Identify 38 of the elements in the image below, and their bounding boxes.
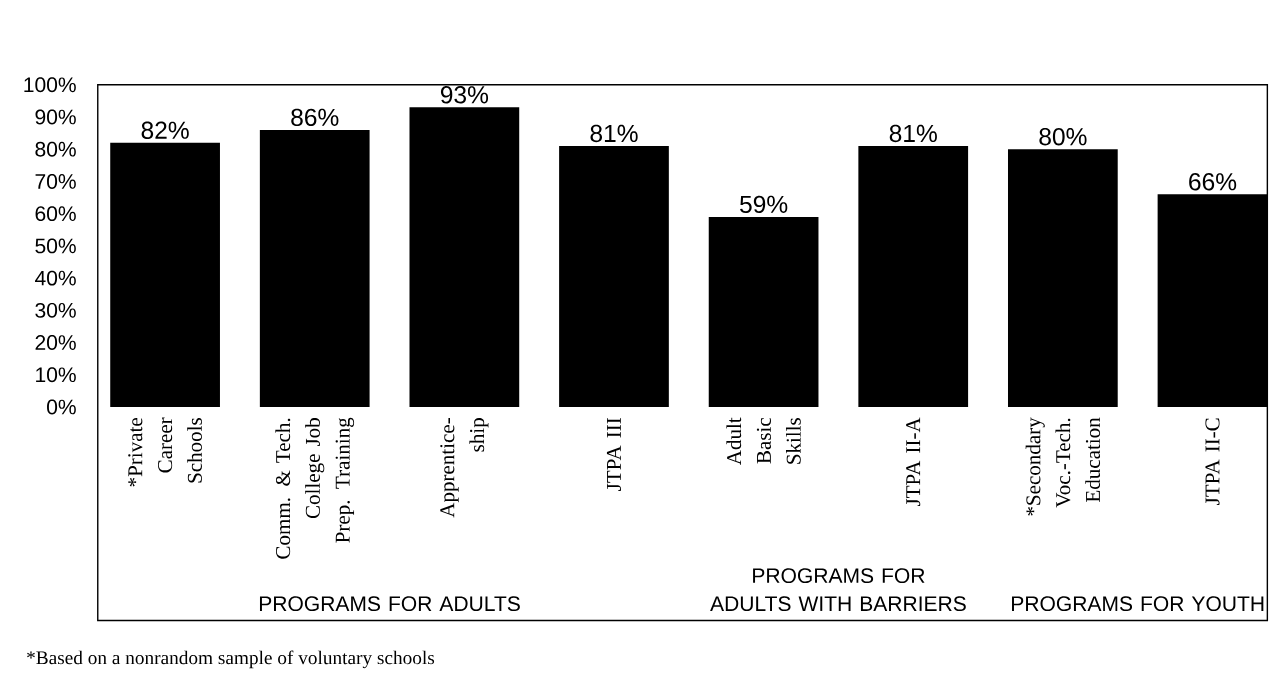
bar — [708, 216, 819, 407]
y-tick-label: 90% — [35, 109, 76, 125]
x-tick-label: Adult Basic Skills — [726, 417, 801, 465]
y-tick-label: 50% — [35, 238, 76, 254]
y-tick-label: 10% — [36, 367, 76, 383]
data-label: 93% — [440, 85, 489, 104]
text: PROGRAMS FOR ADULTS WITH BARRIERS — [710, 568, 966, 611]
x-tick-label: *Private Career Schools — [128, 417, 202, 487]
y-tick-label: 20% — [35, 334, 76, 350]
y-tick-label: 70% — [35, 173, 76, 189]
data-label: 66% — [1189, 172, 1237, 191]
data-label: 86% — [291, 108, 339, 126]
bar — [409, 107, 520, 407]
x-tick-label: *Secondary Voc.-Tech. Education — [1025, 417, 1101, 516]
y-tick-label: 30% — [35, 302, 76, 318]
x-tick-label: JTPA II-C — [1205, 418, 1220, 505]
x-tick-label: JTPA II-A — [906, 417, 921, 506]
x-tick-label: Comm. & Tech. College Job Prep. Training — [275, 417, 355, 559]
text: PROGRAMS FOR ADULTS — [259, 596, 520, 611]
data-label: 81% — [889, 124, 937, 143]
data-label: 59% — [740, 195, 788, 213]
x-tick-label: JTPA III — [606, 417, 622, 491]
bar — [259, 129, 370, 407]
y-tick-label: 60% — [35, 206, 76, 221]
y-tick-label: 40% — [35, 270, 76, 286]
bar — [1007, 149, 1118, 407]
bar — [110, 142, 220, 407]
y-tick-label: 0% — [47, 399, 76, 415]
text: PROGRAMS FOR YOUTH — [1012, 596, 1264, 611]
data-label: 80% — [1039, 127, 1087, 146]
x-tick-label: Apprentice- ship — [440, 417, 489, 518]
data-label: 81% — [590, 124, 638, 143]
y-tick-label: 80% — [35, 141, 76, 157]
data-label: 82% — [141, 121, 189, 139]
text: *Based on a nonrandom sample of voluntary schools — [27, 650, 435, 669]
bar — [559, 145, 669, 407]
bar — [858, 145, 969, 407]
y-tick-label: 100% — [24, 77, 76, 93]
